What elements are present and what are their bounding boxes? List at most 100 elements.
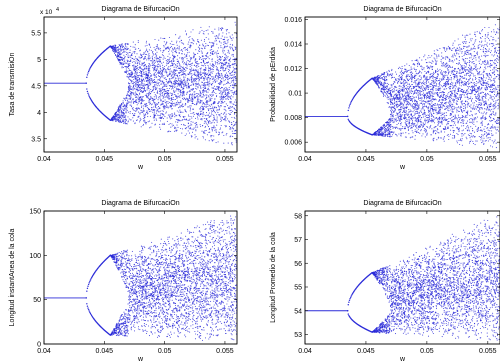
chaos-point — [156, 107, 158, 109]
chaos-point — [459, 139, 462, 141]
chaos-point — [191, 74, 193, 76]
chaos-point — [151, 104, 153, 106]
chaos-point — [479, 71, 481, 73]
chaos-point — [204, 46, 206, 48]
chaos-point — [228, 91, 230, 93]
chaos-point — [209, 121, 211, 123]
chaos-point — [460, 98, 462, 100]
chaos-point — [189, 127, 192, 129]
chaos-point — [135, 96, 137, 98]
chaos-point — [228, 59, 230, 61]
chaos-point — [153, 116, 155, 118]
chaos-point — [203, 76, 205, 78]
chaos-point — [186, 84, 188, 87]
chaos-point — [229, 97, 232, 99]
chaos-point — [224, 79, 227, 81]
chaos-point — [210, 76, 212, 78]
chaos-point — [225, 61, 227, 63]
chaos-point — [449, 65, 451, 67]
chaos-point — [138, 80, 140, 82]
chaos-point — [127, 66, 129, 69]
chaos-point — [129, 94, 131, 97]
chaos-point — [174, 50, 176, 53]
chaos-point — [143, 113, 145, 115]
chaos-point — [130, 76, 132, 78]
chaos-point — [125, 110, 127, 112]
chaos-point — [157, 106, 160, 108]
chaos-point — [220, 45, 222, 47]
chaos-point — [135, 60, 137, 62]
chaos-point — [215, 73, 217, 75]
chaos-point — [380, 135, 382, 137]
chaos-point — [223, 108, 225, 110]
chaos-point — [127, 63, 129, 65]
chaos-point — [139, 70, 141, 72]
chaos-point — [223, 80, 225, 82]
chaos-point — [485, 101, 487, 103]
chaos-point — [161, 101, 163, 103]
chaos-point — [234, 124, 236, 126]
chaos-point — [493, 44, 495, 46]
chaos-point — [169, 122, 171, 125]
chaos-point — [169, 92, 171, 94]
chaos-point — [208, 74, 210, 77]
chaos-point — [146, 89, 148, 91]
chaos-point — [431, 105, 433, 107]
chaos-point — [192, 112, 194, 114]
chaos-point — [168, 36, 171, 39]
chaos-point — [206, 79, 208, 81]
branch-point — [88, 95, 90, 97]
chaos-point — [207, 87, 209, 89]
chaos-point — [128, 60, 130, 62]
chaos-point — [167, 102, 169, 105]
chaos-point — [217, 69, 219, 71]
chaos-point — [410, 75, 412, 77]
chaos-point — [195, 68, 197, 70]
chaos-point — [171, 70, 173, 72]
chaos-point — [227, 76, 229, 78]
chaos-point — [176, 70, 178, 72]
chaos-point — [208, 116, 211, 118]
chaos-point — [114, 46, 117, 48]
chaos-point — [466, 58, 468, 60]
chaos-point — [446, 119, 448, 121]
chaos-point — [166, 91, 168, 93]
chaos-point — [198, 58, 200, 61]
chaos-point — [204, 139, 206, 141]
chaos-point — [193, 40, 195, 42]
chaos-point — [404, 65, 406, 67]
chaos-point — [209, 82, 211, 84]
chaos-point — [205, 57, 207, 59]
chaos-point — [406, 75, 409, 77]
chaos-point — [130, 86, 132, 88]
chaos-point — [447, 106, 449, 108]
chaos-point — [141, 80, 144, 82]
chaos-point — [457, 100, 459, 102]
chaos-point — [113, 118, 115, 120]
chaos-point — [123, 105, 125, 107]
chaos-point — [132, 102, 134, 104]
chaos-point — [209, 108, 211, 110]
chaos-point — [182, 103, 184, 105]
chaos-point — [234, 90, 236, 92]
chaos-point — [234, 62, 236, 64]
chaos-point — [154, 85, 156, 88]
chaos-point — [175, 127, 177, 129]
chaos-point — [199, 85, 202, 87]
chaos-point — [207, 52, 209, 54]
chaos-point — [206, 44, 208, 46]
chaos-point — [143, 99, 145, 102]
chaos-point — [197, 126, 199, 128]
chaos-point — [131, 100, 133, 102]
chaos-point — [184, 99, 186, 101]
chaos-point — [485, 68, 487, 70]
chaos-point — [184, 104, 186, 106]
chaos-point — [231, 44, 234, 46]
chaos-point — [196, 83, 199, 85]
chaos-point — [223, 87, 225, 89]
chaos-point — [171, 43, 173, 46]
chaos-point — [202, 69, 204, 71]
chaos-point — [166, 63, 168, 65]
chaos-point — [390, 77, 393, 79]
chaos-point — [382, 127, 384, 129]
